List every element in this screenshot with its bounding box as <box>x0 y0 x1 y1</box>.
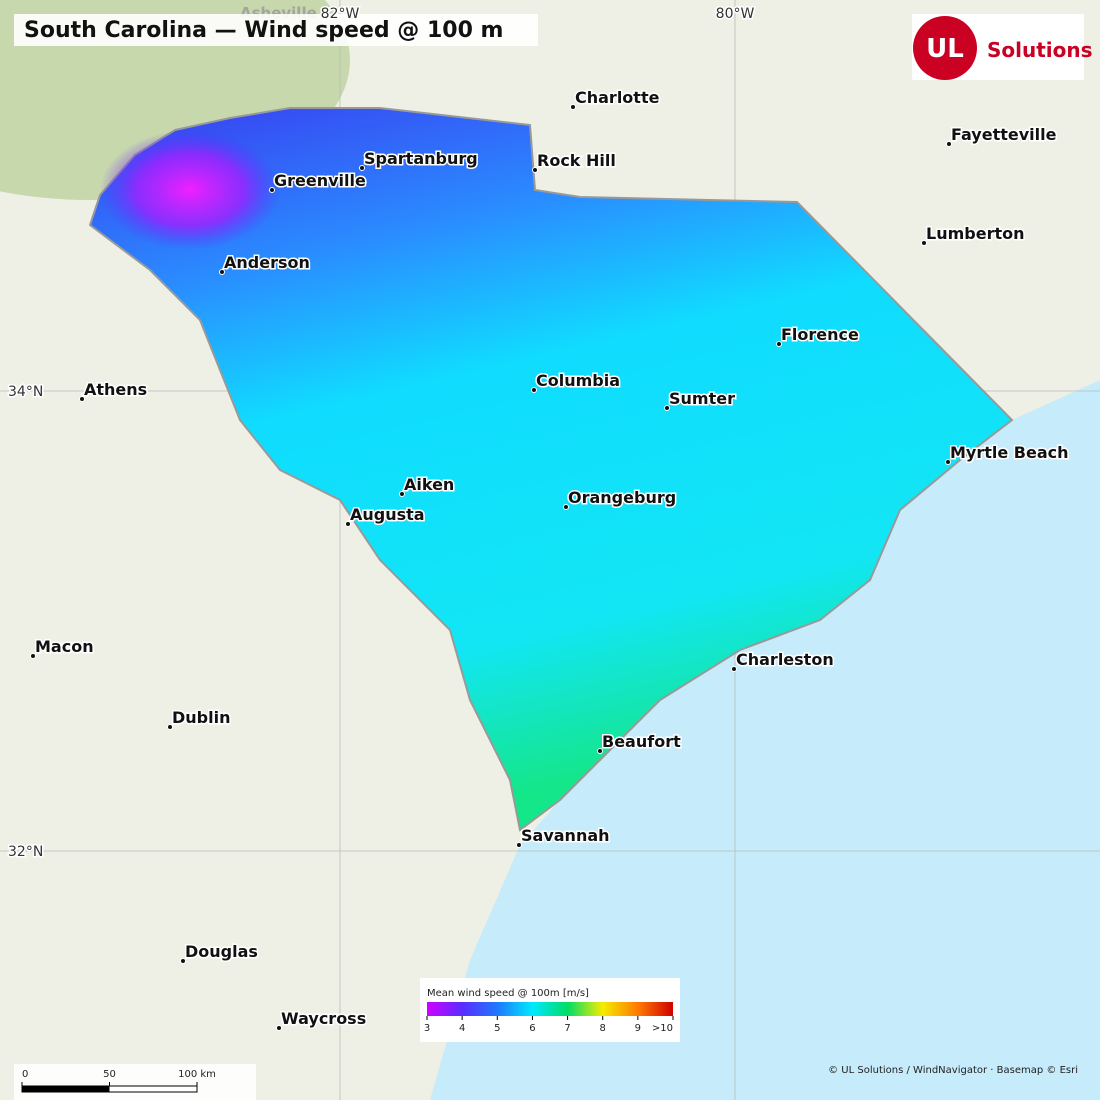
city-dot <box>945 459 951 465</box>
colorbar <box>427 1002 673 1016</box>
title-box <box>14 14 538 46</box>
city-label: Macon <box>35 637 94 656</box>
graticule-label: 82°W <box>321 6 360 22</box>
city-label: Sumter <box>669 389 735 408</box>
city-dot <box>359 165 365 171</box>
logo-mark: UL <box>926 34 964 64</box>
city-label: Anderson <box>224 253 310 272</box>
city-label: Fayetteville <box>951 125 1057 144</box>
city-dot <box>776 341 782 347</box>
city-dot <box>664 405 670 411</box>
colorbar-tick-label: 9 <box>635 1023 641 1034</box>
city-dot <box>79 396 85 402</box>
attribution: © UL Solutions / WindNavigator · Basemap… <box>828 1065 1078 1076</box>
city-dot <box>570 104 576 110</box>
city-label: Florence <box>781 325 859 344</box>
graticule-label: 32°N <box>8 844 43 860</box>
city-label: Aiken <box>404 475 454 494</box>
city-dot <box>276 1025 282 1031</box>
scale-tick-label: 0 <box>22 1069 28 1080</box>
city-label: Athens <box>84 380 147 399</box>
city-dot <box>345 521 351 527</box>
colorbar-tick-label: >10 <box>652 1023 673 1034</box>
city-label: Columbia <box>536 371 620 390</box>
logo-text: Solutions <box>987 38 1093 62</box>
scale-tick-label: 50 <box>103 1069 116 1080</box>
city-label: Orangeburg <box>568 488 676 507</box>
scale-tick-label: 100 km <box>178 1069 216 1080</box>
scale-box <box>14 1064 256 1100</box>
colorbar-tick-label: 8 <box>600 1023 606 1034</box>
city-label: Augusta <box>350 505 425 524</box>
city-label: Savannah <box>521 826 610 845</box>
south-carolina-wind <box>88 107 1014 832</box>
city-dot <box>921 240 927 246</box>
scale-bar-segment <box>22 1086 110 1092</box>
city-dot <box>597 748 603 754</box>
logo-circle <box>913 16 977 80</box>
city-label: Beaufort <box>602 732 681 751</box>
colorbar-tick-label: 3 <box>424 1023 430 1034</box>
colorbar-tick-label: 6 <box>529 1023 535 1034</box>
graticule-label: 80°W <box>716 6 755 22</box>
graticule-label: 34°N <box>8 384 43 400</box>
city-dot <box>946 141 952 147</box>
city-dot <box>399 491 405 497</box>
high-wind-mountains <box>100 130 280 250</box>
city-label: Charleston <box>736 650 834 669</box>
city-dot <box>516 842 522 848</box>
city-label: Myrtle Beach <box>950 443 1069 462</box>
city-dot <box>563 504 569 510</box>
city-dot <box>30 653 36 659</box>
city-dot <box>269 187 275 193</box>
ocean <box>430 380 1100 1100</box>
city-dot <box>731 666 737 672</box>
city-label: Charlotte <box>575 88 660 107</box>
city-dot <box>167 724 173 730</box>
city-label: Douglas <box>185 942 258 961</box>
city-dot <box>531 387 537 393</box>
city-label: Rock Hill <box>537 151 616 170</box>
colorbar-tick-label: 7 <box>564 1023 570 1034</box>
legend-title: Mean wind speed @ 100m [m/s] <box>427 988 589 999</box>
colorbar-tick-label: 5 <box>494 1023 500 1034</box>
title: South Carolina — Wind speed @ 100 m <box>24 18 503 43</box>
city-dot <box>532 167 538 173</box>
city-dot <box>219 269 225 275</box>
city-label: Dublin <box>172 708 230 727</box>
colorbar-tick-label: 4 <box>459 1023 465 1034</box>
city-label: Spartanburg <box>364 149 478 168</box>
city-dot <box>180 958 186 964</box>
city-label: Greenville <box>274 171 366 190</box>
city-label: Waycross <box>281 1009 366 1028</box>
city-label: Lumberton <box>926 224 1024 243</box>
